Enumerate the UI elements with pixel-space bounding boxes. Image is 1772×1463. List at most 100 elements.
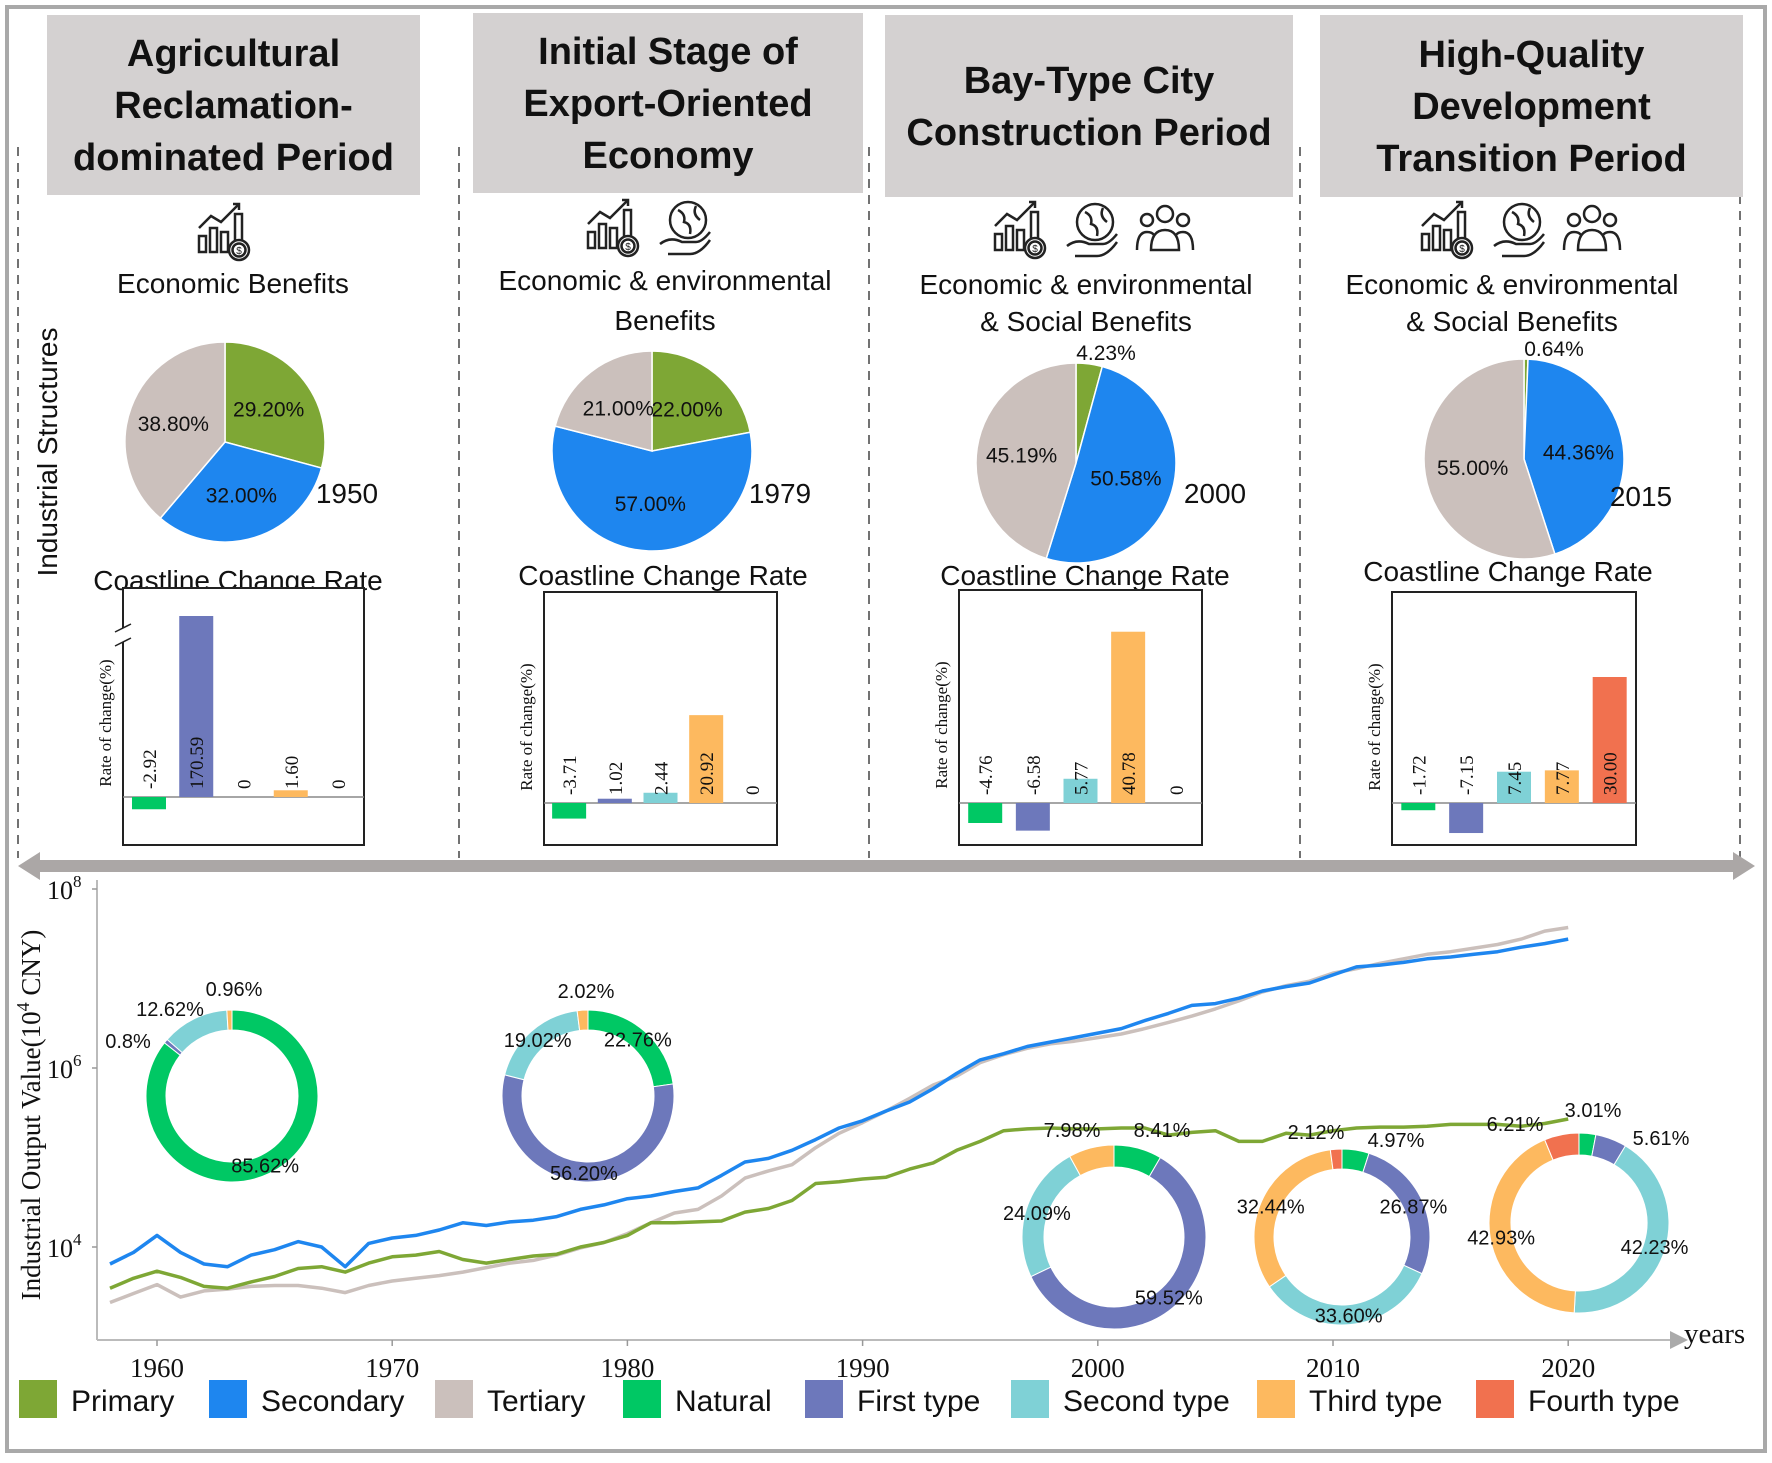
legend-label: Tertiary — [487, 1385, 585, 1418]
svg-text:$: $ — [236, 246, 242, 257]
period-title-line: Export-Oriented — [523, 83, 812, 125]
bar — [179, 616, 214, 797]
globe-in-hand-icon — [1493, 202, 1546, 258]
pie-label: 0.64% — [1524, 338, 1584, 361]
donut-label: 6.21% — [1487, 1114, 1544, 1136]
y-tick-base: 10 — [47, 876, 73, 905]
axis-break-mark — [114, 637, 132, 647]
industrial-structures-label: Industrial Structures — [32, 328, 63, 577]
pie-label: 57.00% — [615, 493, 686, 516]
donut-segment — [576, 1009, 589, 1032]
bar-value-label: -2.92 — [140, 749, 161, 789]
legend-label: Secondary — [261, 1385, 404, 1418]
bar-value-label: -4.76 — [976, 755, 997, 795]
pie-label: 55.00% — [1437, 457, 1508, 480]
donut-label: 56.20% — [550, 1163, 618, 1185]
period-title-line: High-Quality — [1419, 34, 1645, 76]
x-tick-label: 2010 — [1306, 1353, 1360, 1383]
benefits-label: Benefits — [614, 305, 715, 336]
legend-item: Natural — [623, 1380, 772, 1418]
bar-value-label: 1.02 — [606, 762, 627, 795]
x-tick-label: 2020 — [1541, 1353, 1595, 1383]
legend-swatch — [19, 1380, 57, 1418]
donut-chart: 3.01% 5.61% 42.23% 42.93% 6.21% — [1467, 1100, 1690, 1314]
pie-slice — [551, 425, 753, 552]
period-title-line: Economy — [582, 135, 753, 177]
x-axis-label: years — [1684, 1318, 1745, 1350]
bar — [1544, 770, 1579, 803]
bar — [597, 798, 632, 803]
economic-growth-icon: $ — [586, 198, 640, 258]
pie-label: 4.23% — [1076, 342, 1136, 365]
bar-value-label: 20.92 — [697, 752, 718, 795]
legend-item: Secondary — [209, 1380, 404, 1418]
donut-chart: 8.41% 59.52% 24.09% 7.98% — [1003, 1120, 1207, 1330]
bar — [1063, 778, 1098, 803]
benefits-label: Economic & environmental — [1345, 269, 1678, 300]
donut-label: 0.8% — [105, 1031, 151, 1053]
y-axis-label-sup: 4 — [13, 1002, 33, 1011]
bar-value-label: 40.78 — [1119, 752, 1140, 795]
legend-label: First type — [857, 1385, 980, 1418]
axis-break — [115, 628, 131, 642]
pie-label: 29.20% — [233, 399, 304, 422]
y-tick-label: 104 — [47, 1230, 82, 1263]
y-tick-base: 10 — [47, 1055, 73, 1084]
benefits-label: Economic & environmental — [919, 269, 1252, 300]
legend-swatch — [623, 1380, 661, 1418]
period-title-line: Development — [1412, 86, 1651, 128]
legend-swatch — [209, 1380, 247, 1418]
legend-label: Fourth type — [1528, 1385, 1680, 1418]
period-title-line: Reclamation- — [114, 85, 353, 127]
y-tick-exponent: 8 — [73, 872, 82, 891]
donut-label: 0.96% — [206, 979, 263, 1001]
legend-item: Fourth type — [1476, 1380, 1680, 1418]
legend-swatch — [805, 1380, 843, 1418]
donut-label: 85.62% — [231, 1155, 299, 1177]
pie-slice — [124, 341, 226, 520]
x-tick-label: 1960 — [130, 1353, 184, 1383]
benefits-label: & Social Benefits — [980, 306, 1192, 337]
bar — [643, 792, 678, 803]
x-tick-label: 1980 — [600, 1353, 654, 1383]
donut-label: 3.01% — [1565, 1100, 1622, 1122]
y-axis-label-main: Industrial Output Value(10 — [16, 1011, 46, 1300]
bar-axis-label: Rate of change(%) — [932, 661, 951, 788]
bar-value-label: -1.72 — [1409, 755, 1430, 795]
coastline-title: Coastline Change Rate — [518, 560, 808, 591]
benefits-label: & Social Benefits — [1406, 306, 1618, 337]
pie-year: 1979 — [749, 478, 811, 509]
period-panel: High-Quality Development Transition Period… — [1320, 15, 1743, 846]
donut-label: 2.02% — [558, 981, 615, 1003]
legend-swatch — [1476, 1380, 1514, 1418]
bar — [968, 803, 1003, 823]
benefits-label: Economic Benefits — [117, 268, 349, 299]
legend-swatch — [1011, 1380, 1049, 1418]
legend-item: Primary — [19, 1380, 174, 1418]
donut-chart: 22.76% 56.20% 19.02% 2.02% — [501, 981, 675, 1185]
bar — [689, 715, 724, 803]
period-header — [47, 15, 420, 195]
y-tick-exponent: 4 — [73, 1230, 82, 1249]
pie-label: 50.58% — [1090, 468, 1161, 491]
y-tick-base: 10 — [47, 1234, 73, 1263]
pie-label: 32.00% — [206, 485, 277, 508]
period-title-line: Initial Stage of — [538, 31, 798, 73]
donut-segment — [1329, 1148, 1343, 1171]
donut-label: 7.98% — [1044, 1120, 1101, 1142]
pie-year: 2000 — [1184, 478, 1246, 509]
x-axis-arrowhead — [1670, 1331, 1688, 1349]
bar-value-label: 1.60 — [282, 756, 303, 789]
pie-year: 2015 — [1610, 481, 1672, 512]
donut-label: 59.52% — [1135, 1288, 1203, 1310]
donut-label: 33.60% — [1315, 1306, 1383, 1328]
legend-item: Second type — [1011, 1380, 1230, 1418]
donut-chart: 4.97% 26.87% 33.60% 32.44% 2.12% — [1237, 1122, 1448, 1328]
donut-segment — [1069, 1144, 1115, 1177]
pie-label: 22.00% — [651, 399, 722, 422]
legend-swatch — [1257, 1380, 1295, 1418]
x-tick-label: 2000 — [1071, 1353, 1125, 1383]
bar — [273, 790, 308, 797]
